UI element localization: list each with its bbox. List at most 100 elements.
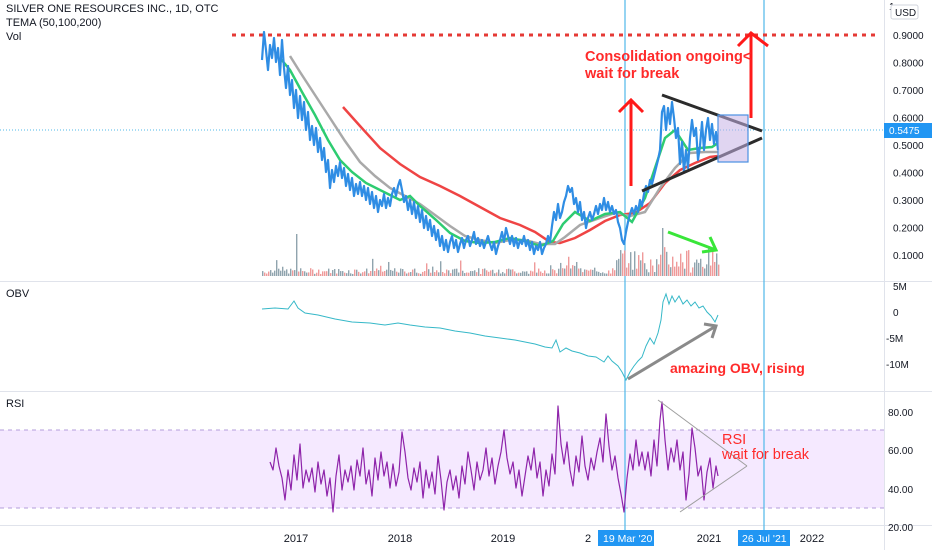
volume-bar — [486, 270, 488, 276]
currency-badge[interactable] — [890, 4, 919, 20]
volume-bar — [698, 262, 700, 276]
volume-bar — [438, 272, 440, 276]
volume-bar — [598, 271, 600, 276]
volume-bar — [498, 269, 500, 276]
chart-title[interactable]: SILVER ONE RESOURCES INC., 1D, OTC — [6, 3, 219, 15]
volume-bar — [532, 271, 534, 276]
annotation-rsi-wait: wait for break — [721, 447, 810, 463]
volume-bar — [358, 271, 360, 276]
volume-bar — [264, 272, 266, 276]
volume-bar — [416, 272, 418, 276]
volume-bar — [312, 269, 314, 276]
volume-bar — [290, 268, 292, 276]
volume-bar — [700, 258, 702, 276]
volume-label[interactable]: Vol — [6, 31, 22, 43]
volume-bar — [674, 266, 676, 276]
rsi-triangle-lower[interactable] — [679, 465, 748, 513]
annotation-consolidation: Consolidation ongoing< — [585, 49, 751, 65]
volume-bar — [400, 268, 402, 276]
volume-bar — [716, 253, 718, 276]
volume-bar — [590, 269, 592, 276]
volume-bar — [334, 269, 336, 276]
volume-bar — [492, 269, 494, 276]
volume-bar — [406, 273, 408, 276]
volume-bar — [284, 270, 286, 276]
volume-bar — [584, 269, 586, 276]
volume-bar — [468, 272, 470, 276]
volume-bar — [292, 270, 294, 276]
volume-bar — [542, 272, 544, 276]
obv-trend-arrow[interactable] — [627, 322, 718, 381]
volume-bar — [690, 272, 692, 276]
volume-bar — [610, 273, 612, 276]
volume-bar — [586, 269, 588, 276]
volume-bar — [302, 271, 304, 276]
volume-bar — [666, 251, 668, 276]
volume-bar — [330, 273, 332, 276]
volume-bar — [566, 265, 568, 276]
volume-bar — [694, 262, 696, 276]
volume-bar — [356, 269, 358, 276]
rsi-axis[interactable]: 80.00 60.00 40.00 20.00 — [888, 408, 913, 534]
volume-bar — [366, 268, 368, 276]
rsi-tick-label: 20.00 — [888, 523, 913, 534]
volume-bar — [450, 273, 452, 276]
volume-bar — [362, 272, 364, 276]
volume-bar — [396, 271, 398, 276]
volume-bar — [594, 267, 596, 276]
volume-bar — [518, 272, 520, 276]
volume-bar — [456, 268, 458, 276]
volume-bar — [516, 273, 518, 276]
volume-bar — [534, 262, 536, 276]
volume-bar — [524, 271, 526, 276]
volume-bar — [272, 272, 274, 276]
volume-bar — [376, 268, 378, 276]
volume-bar — [328, 268, 330, 276]
volume-bar — [460, 260, 462, 276]
breakout-arrow-left[interactable] — [617, 97, 645, 186]
volume-bar — [564, 268, 566, 276]
obv-tick-label: 0 — [893, 308, 899, 319]
indicator-label[interactable]: TEMA (50,100,200) — [6, 17, 102, 29]
volume-bar — [656, 259, 658, 276]
volume-bar — [342, 271, 344, 276]
volume-bar — [446, 269, 448, 276]
volume-bar — [500, 273, 502, 276]
volume-bar — [452, 269, 454, 276]
time-axis[interactable]: 2017 2018 2019 2 2021 2022 — [284, 533, 824, 545]
volume-bar — [296, 234, 298, 276]
time-tick-label: 2022 — [800, 533, 824, 545]
volume-bar — [326, 271, 328, 276]
volume-bar — [378, 270, 380, 276]
volume-bar — [570, 268, 572, 276]
volume-bar — [510, 269, 512, 276]
volume-bar — [606, 273, 608, 276]
volume-arrow[interactable] — [667, 230, 719, 254]
volume-bar — [262, 271, 264, 276]
rsi-triangle-upper[interactable] — [657, 399, 748, 467]
obv-tick-label: 5M — [893, 282, 907, 293]
volume-bar — [636, 268, 638, 276]
volume-bar — [440, 261, 442, 276]
volume-bar — [654, 271, 656, 276]
volume-bar — [370, 271, 372, 276]
time-tick-label: 2018 — [388, 533, 412, 545]
volume-bar — [652, 265, 654, 276]
volume-bar — [382, 271, 384, 276]
volume-bar — [706, 264, 708, 276]
volume-bar — [282, 266, 284, 276]
volume-bar — [624, 250, 626, 276]
projection-box[interactable] — [717, 114, 749, 163]
date-marker-label: 19 Mar '20 — [603, 533, 652, 545]
volume-bar — [424, 271, 426, 276]
price-axis[interactable]: 0.9000 0.8000 0.7000 0.6000 0.5000 0.4000 0.30… — [893, 31, 924, 262]
volume-bar — [304, 271, 306, 276]
breakout-arrow-right[interactable] — [736, 31, 769, 118]
volume-bar — [346, 273, 348, 276]
volume-bar — [526, 271, 528, 276]
volume-bar — [308, 272, 310, 276]
price-tick-label: 0.4000 — [893, 169, 924, 180]
volume-bar — [286, 269, 288, 276]
volume-bar — [634, 251, 636, 276]
obv-axis[interactable]: 5M 0 -5M -10M — [886, 282, 909, 371]
